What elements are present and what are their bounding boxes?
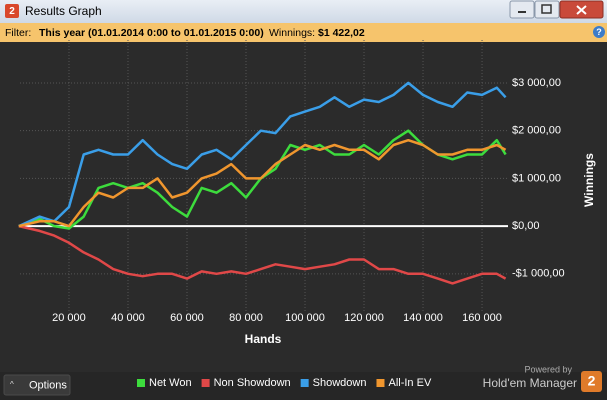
x-tick-label: 20 000 — [52, 312, 86, 324]
filter-value: This year (01.01.2014 0:00 to 01.01.2015… — [39, 27, 264, 39]
x-axis-label: Hands — [245, 332, 282, 346]
brand-logo — [581, 371, 602, 392]
series-line — [18, 224, 507, 285]
legend-swatch — [201, 379, 210, 387]
close-glyph — [576, 5, 587, 15]
legend-label: Non Showdown — [214, 377, 291, 389]
brand-logo-glyph: 2 — [588, 373, 596, 389]
filter-bar — [0, 23, 607, 42]
app-icon — [5, 4, 19, 18]
legend-swatch — [300, 379, 309, 387]
title-bar — [0, 0, 607, 23]
legend-label: All-In EV — [388, 377, 431, 389]
legend-label: Net Won — [149, 377, 192, 389]
minimize-glyph — [518, 11, 526, 13]
y-tick-label: -$1 000,00 — [512, 268, 565, 280]
powered-by: Powered by — [524, 364, 572, 374]
y-tick-label: $2 000,00 — [512, 125, 561, 137]
x-tick-label: 160 000 — [462, 312, 502, 324]
series-line — [18, 81, 507, 228]
winnings-value: $1 422,02 — [318, 27, 365, 39]
x-tick-label: 100 000 — [285, 312, 325, 324]
help-glyph: ? — [596, 27, 602, 37]
maximize-button[interactable] — [534, 0, 560, 19]
legend-label: Showdown — [313, 377, 367, 389]
x-tick-label: 120 000 — [344, 312, 384, 324]
options-button[interactable] — [3, 374, 71, 396]
minimize-button[interactable] — [509, 0, 535, 19]
options-caret: ^ — [10, 380, 14, 389]
window-title: Results Graph — [25, 4, 102, 18]
series-line — [18, 138, 507, 228]
x-tick-label: 140 000 — [403, 312, 443, 324]
y-tick-label: $0,00 — [512, 220, 540, 232]
legend-swatch — [376, 379, 385, 387]
x-tick-label: 80 000 — [229, 312, 263, 324]
x-tick-label: 40 000 — [111, 312, 145, 324]
y-axis-label: Winnings — [582, 153, 596, 207]
y-tick-label: $3 000,00 — [512, 77, 561, 89]
winnings-label: Winnings: — [269, 27, 315, 39]
y-tick-label: $1 000,00 — [512, 172, 561, 184]
filter-label: Filter: — [5, 27, 31, 39]
help-button[interactable] — [593, 26, 605, 38]
brand: Hold'em Manager — [483, 376, 577, 390]
options-label: Options — [29, 379, 67, 391]
app-icon-glyph: 2 — [9, 6, 15, 17]
maximize-glyph — [541, 4, 552, 14]
legend-swatch — [137, 379, 145, 387]
x-tick-label: 60 000 — [170, 312, 204, 324]
